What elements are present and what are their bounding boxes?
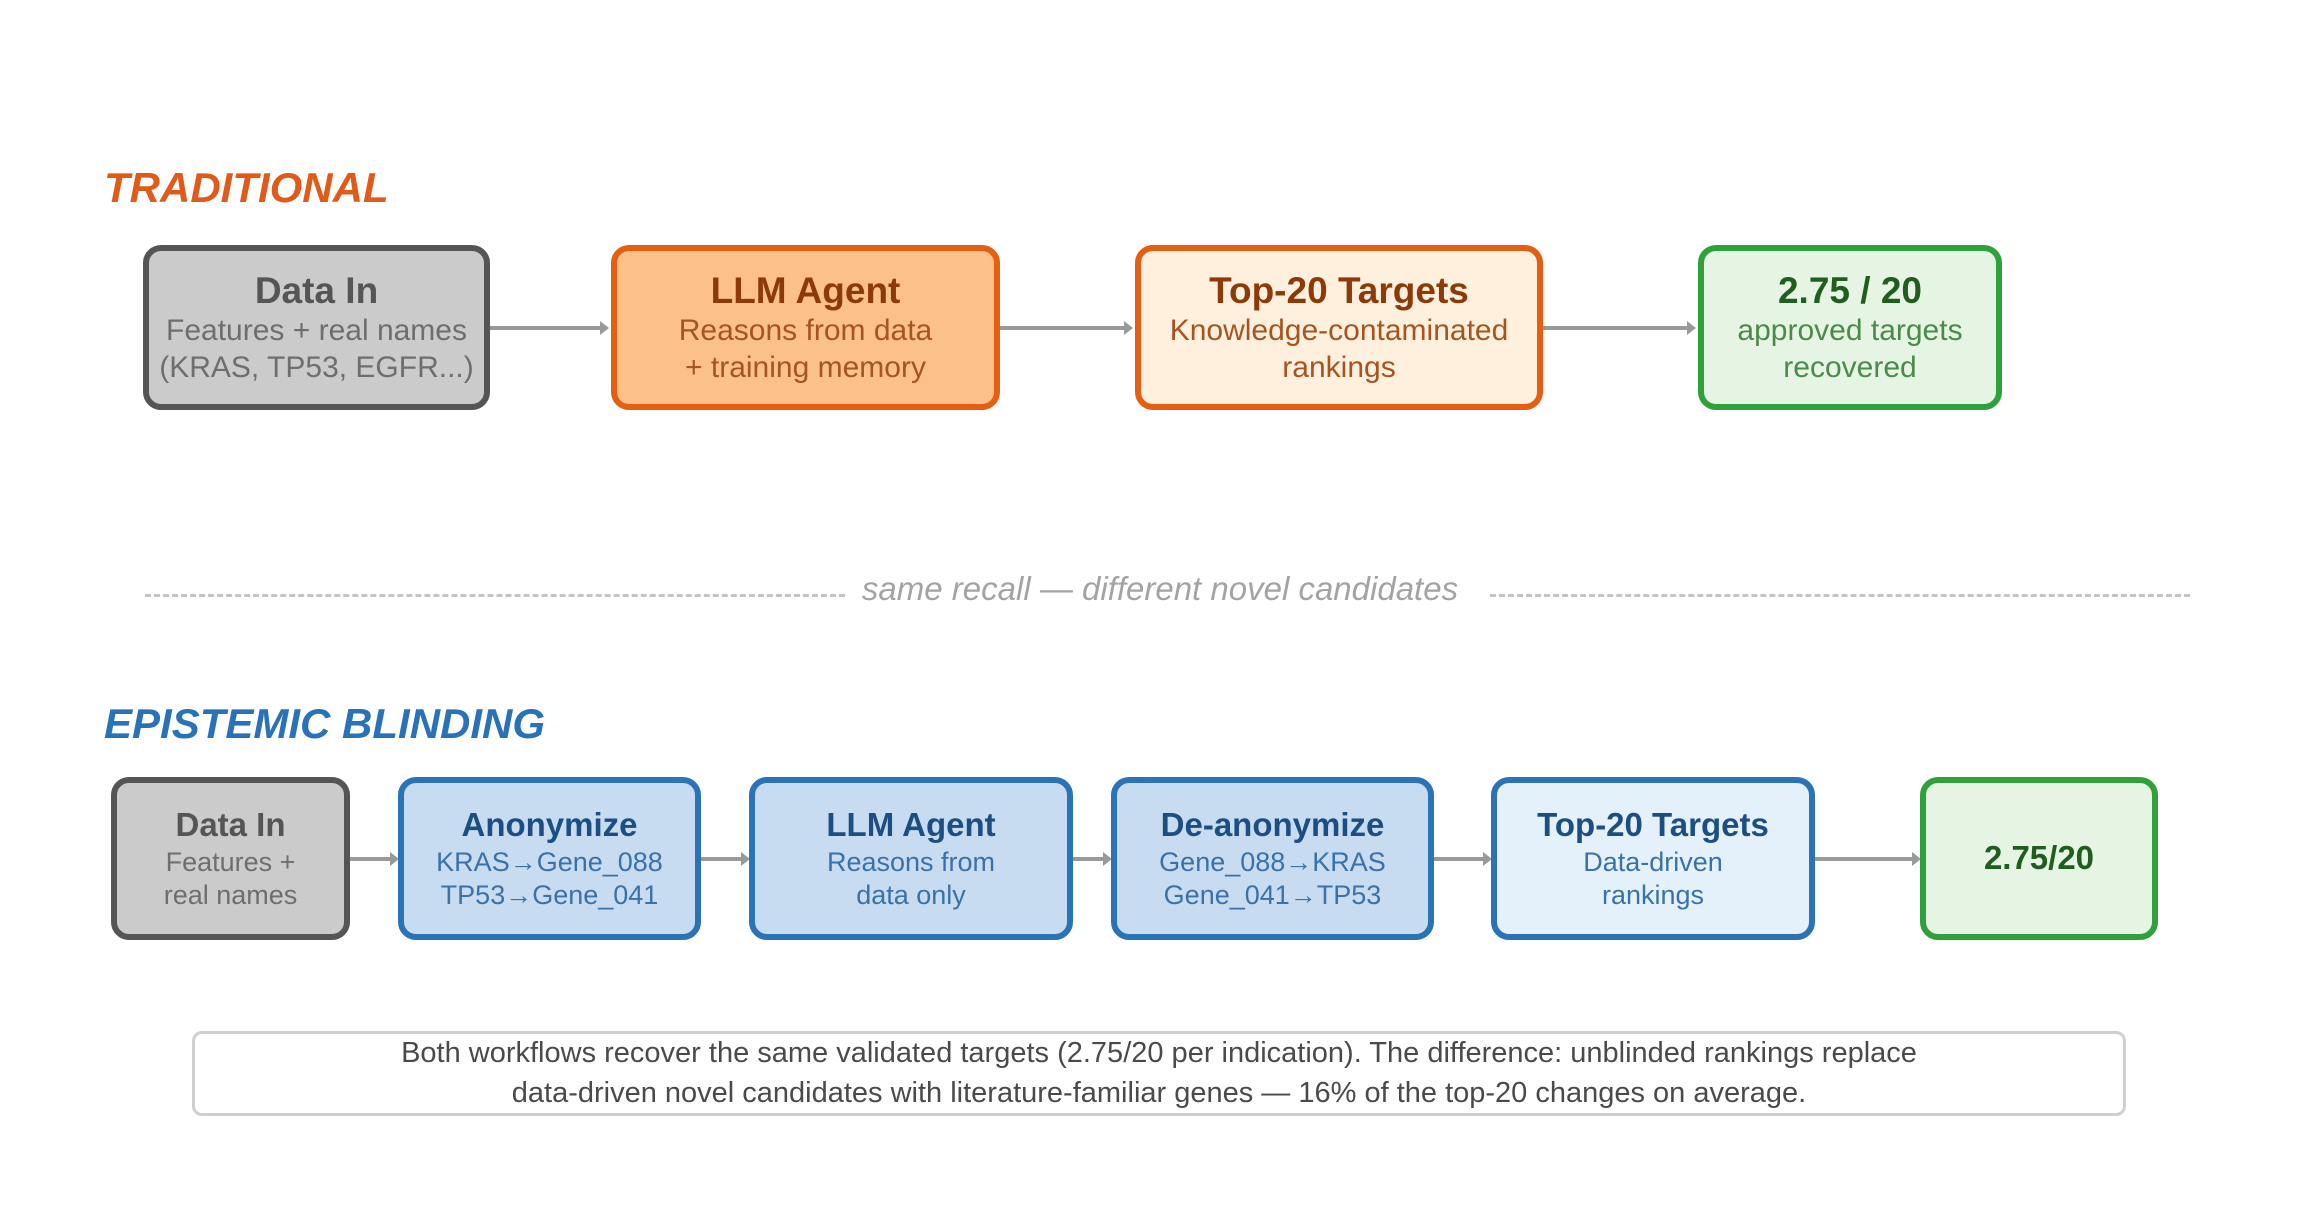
blind-result-title: 2.75/20 xyxy=(1983,839,2095,877)
blind-data-in-title: Data In xyxy=(175,806,286,844)
blind-llm-agent-title: LLM Agent xyxy=(826,806,996,844)
trad-data-in-line: Features + real names xyxy=(166,314,467,348)
traditional-section-title: TRADITIONAL xyxy=(104,164,389,211)
trad-data-in-box: Data In Features + real names (KRAS, TP5… xyxy=(143,245,490,410)
blind-anonymize-line: TP53→Gene_041 xyxy=(440,879,659,910)
blind-top20-box: Top-20 Targets Data-driven rankings xyxy=(1491,777,1815,940)
trad-result-title: 2.75 / 20 xyxy=(1777,270,1922,312)
blind-llm-agent-line: Reasons from xyxy=(826,846,996,877)
trad-top20-box: Top-20 Targets Knowledge-contaminated ra… xyxy=(1135,245,1543,410)
blind-top20-line: Data-driven xyxy=(1583,846,1723,877)
divider-dash-right xyxy=(1490,594,2190,597)
divider-text: same recall — different novel candidates xyxy=(861,570,1459,607)
trad-data-in-line: (KRAS, TP53, EGFR...) xyxy=(159,351,474,385)
trad-data-in-title: Data In xyxy=(254,270,379,312)
blind-arrow-1 xyxy=(350,852,399,866)
summary-note-line: data-driven novel candidates with litera… xyxy=(511,1076,1807,1109)
summary-note-line: Both workflows recover the same validate… xyxy=(401,1037,1917,1070)
divider-dash-left xyxy=(145,594,845,597)
blind-result-box: 2.75/20 xyxy=(1920,777,2158,940)
blind-llm-agent-line: data only xyxy=(856,879,966,910)
trad-top20-line: Knowledge-contaminated xyxy=(1169,314,1509,348)
blind-top20-line: rankings xyxy=(1601,879,1705,910)
blind-deanonymize-line: Gene_088→KRAS xyxy=(1159,846,1386,877)
blind-arrow-2 xyxy=(701,852,750,866)
blind-anonymize-box: Anonymize KRAS→Gene_088 TP53→Gene_041 xyxy=(398,777,701,940)
blind-anonymize-line: KRAS→Gene_088 xyxy=(436,846,663,877)
blind-arrow-5 xyxy=(1815,852,1921,866)
trad-arrow-1 xyxy=(490,321,609,335)
blind-llm-agent-box: LLM Agent Reasons from data only xyxy=(749,777,1073,940)
trad-llm-agent-title: LLM Agent xyxy=(710,270,901,312)
blind-data-in-line: Features + xyxy=(165,846,296,877)
blind-arrow-3 xyxy=(1073,852,1112,866)
trad-arrow-2 xyxy=(1000,321,1133,335)
trad-arrow-3 xyxy=(1543,321,1696,335)
blind-top20-title: Top-20 Targets xyxy=(1537,806,1769,844)
trad-llm-agent-box: LLM Agent Reasons from data + training m… xyxy=(611,245,1000,410)
trad-top20-title: Top-20 Targets xyxy=(1209,270,1469,312)
blind-anonymize-title: Anonymize xyxy=(461,806,638,844)
trad-llm-agent-line: + training memory xyxy=(685,351,926,385)
trad-result-box: 2.75 / 20 approved targets recovered xyxy=(1698,245,2002,410)
blind-deanonymize-title: De-anonymize xyxy=(1160,806,1385,844)
blind-deanonymize-box: De-anonymize Gene_088→KRAS Gene_041→TP53 xyxy=(1111,777,1434,940)
trad-result-line: approved targets xyxy=(1737,314,1963,348)
blind-arrow-4 xyxy=(1434,852,1492,866)
blind-deanonymize-line: Gene_041→TP53 xyxy=(1163,879,1382,910)
trad-top20-line: rankings xyxy=(1282,351,1396,385)
blind-data-in-line: real names xyxy=(163,879,298,910)
blind-data-in-box: Data In Features + real names xyxy=(111,777,350,940)
trad-result-line: recovered xyxy=(1783,351,1917,385)
trad-llm-agent-line: Reasons from data xyxy=(678,314,933,348)
blinding-section-title: EPISTEMIC BLINDING xyxy=(104,700,546,747)
summary-note: Both workflows recover the same validate… xyxy=(192,1031,2126,1116)
